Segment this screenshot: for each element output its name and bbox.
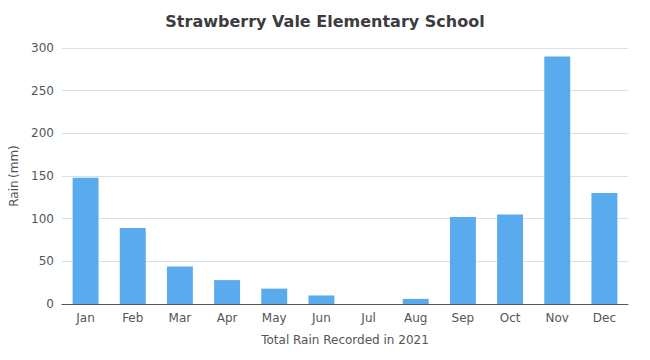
svg-text:50: 50 <box>39 254 54 268</box>
svg-text:Aug: Aug <box>404 311 427 325</box>
svg-text:Nov: Nov <box>546 311 569 325</box>
svg-text:250: 250 <box>31 84 54 98</box>
svg-text:Apr: Apr <box>217 311 238 325</box>
svg-text:Oct: Oct <box>500 311 521 325</box>
svg-text:Jan: Jan <box>75 311 95 325</box>
svg-text:150: 150 <box>31 169 54 183</box>
svg-text:100: 100 <box>31 212 54 226</box>
svg-text:Jul: Jul <box>360 311 375 325</box>
svg-text:Feb: Feb <box>122 311 143 325</box>
svg-text:Strawberry Vale Elementary Sch: Strawberry Vale Elementary School <box>165 12 484 31</box>
svg-text:May: May <box>262 311 287 325</box>
svg-text:300: 300 <box>31 41 54 55</box>
svg-text:0: 0 <box>46 297 54 311</box>
svg-text:200: 200 <box>31 126 54 140</box>
svg-text:Mar: Mar <box>169 311 192 325</box>
svg-text:Jun: Jun <box>311 311 331 325</box>
svg-text:Dec: Dec <box>593 311 616 325</box>
svg-text:Rain (mm): Rain (mm) <box>7 145 21 207</box>
svg-text:Sep: Sep <box>452 311 475 325</box>
svg-text:Total Rain Recorded in 2021: Total Rain Recorded in 2021 <box>260 333 429 347</box>
